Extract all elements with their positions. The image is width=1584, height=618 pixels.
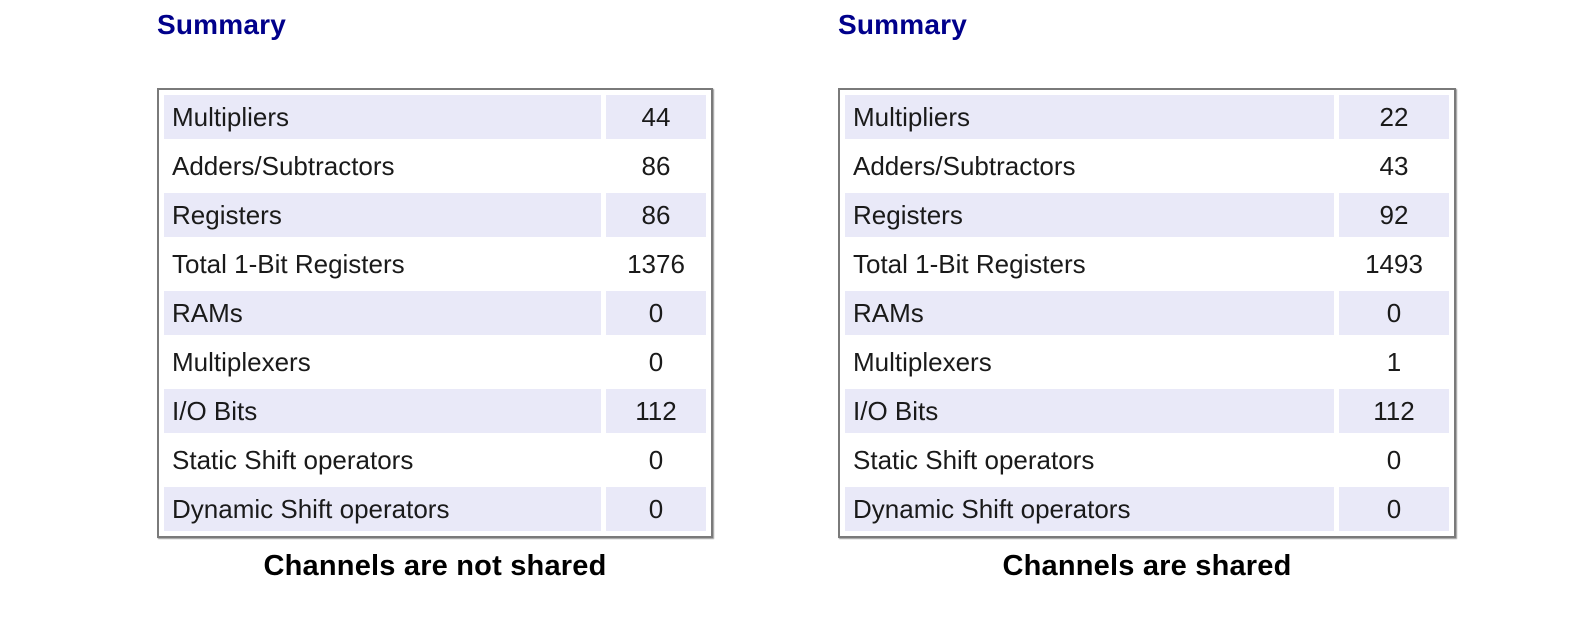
table-row: Adders/Subtractors 43 xyxy=(845,144,1449,188)
table-row: Registers 92 xyxy=(845,193,1449,237)
resource-value: 0 xyxy=(606,487,706,531)
resource-label: Multiplexers xyxy=(164,340,601,384)
resource-value: 112 xyxy=(606,389,706,433)
table-row: RAMs 0 xyxy=(845,291,1449,335)
resource-label: Static Shift operators xyxy=(164,438,601,482)
resource-value: 112 xyxy=(1339,389,1449,433)
table-row: I/O Bits 112 xyxy=(845,389,1449,433)
resource-value: 0 xyxy=(606,291,706,335)
table-row: Dynamic Shift operators 0 xyxy=(845,487,1449,531)
table-caption-shared: Channels are shared xyxy=(1002,550,1292,582)
table-row: I/O Bits 112 xyxy=(164,389,706,433)
resource-label: Total 1-Bit Registers xyxy=(845,242,1334,286)
resource-label: Static Shift operators xyxy=(845,438,1334,482)
resource-label: Registers xyxy=(845,193,1334,237)
table-row: Multiplexers 0 xyxy=(164,340,706,384)
resource-label: I/O Bits xyxy=(164,389,601,433)
resource-label: Adders/Subtractors xyxy=(164,144,601,188)
resource-label: Multipliers xyxy=(845,95,1334,139)
table-row: Multiplexers 1 xyxy=(845,340,1449,384)
summary-heading: Summary xyxy=(157,9,287,40)
resource-value: 44 xyxy=(606,95,706,139)
resource-label: I/O Bits xyxy=(845,389,1334,433)
table-row: Dynamic Shift operators 0 xyxy=(164,487,706,531)
resource-value: 86 xyxy=(606,144,706,188)
resource-value: 0 xyxy=(606,438,706,482)
summary-heading: Summary xyxy=(838,9,968,40)
resource-label: RAMs xyxy=(164,291,601,335)
resource-summary-table: Multipliers 22 Adders/Subtractors 43 Reg… xyxy=(838,88,1456,538)
table-row: Total 1-Bit Registers 1493 xyxy=(845,242,1449,286)
table-row: Multipliers 44 xyxy=(164,95,706,139)
resource-value: 1493 xyxy=(1339,242,1449,286)
table-row: Total 1-Bit Registers 1376 xyxy=(164,242,706,286)
resource-label: Total 1-Bit Registers xyxy=(164,242,601,286)
table-row: Adders/Subtractors 86 xyxy=(164,144,706,188)
resource-value: 43 xyxy=(1339,144,1449,188)
resource-value: 22 xyxy=(1339,95,1449,139)
table-row: Multipliers 22 xyxy=(845,95,1449,139)
resource-value: 92 xyxy=(1339,193,1449,237)
table-caption-not-shared: Channels are not shared xyxy=(263,550,607,582)
resource-label: Dynamic Shift operators xyxy=(845,487,1334,531)
resource-value: 0 xyxy=(1339,291,1449,335)
resource-value: 1 xyxy=(1339,340,1449,384)
table-row: RAMs 0 xyxy=(164,291,706,335)
resource-label: Registers xyxy=(164,193,601,237)
table-row: Static Shift operators 0 xyxy=(164,438,706,482)
resource-label: Dynamic Shift operators xyxy=(164,487,601,531)
summary-panel-not-shared: Summary Multipliers 44 Adders/Subtractor… xyxy=(157,8,713,583)
resource-label: Adders/Subtractors xyxy=(845,144,1334,188)
summary-panel-shared: Summary Multipliers 22 Adders/Subtractor… xyxy=(838,8,1456,583)
resource-value: 0 xyxy=(1339,487,1449,531)
resource-value: 86 xyxy=(606,193,706,237)
resource-label: Multipliers xyxy=(164,95,601,139)
table-row: Registers 86 xyxy=(164,193,706,237)
resource-value: 0 xyxy=(1339,438,1449,482)
table-row: Static Shift operators 0 xyxy=(845,438,1449,482)
resource-summary-table: Multipliers 44 Adders/Subtractors 86 Reg… xyxy=(157,88,713,538)
resource-label: Multiplexers xyxy=(845,340,1334,384)
resource-value: 1376 xyxy=(606,242,706,286)
resource-label: RAMs xyxy=(845,291,1334,335)
resource-value: 0 xyxy=(606,340,706,384)
